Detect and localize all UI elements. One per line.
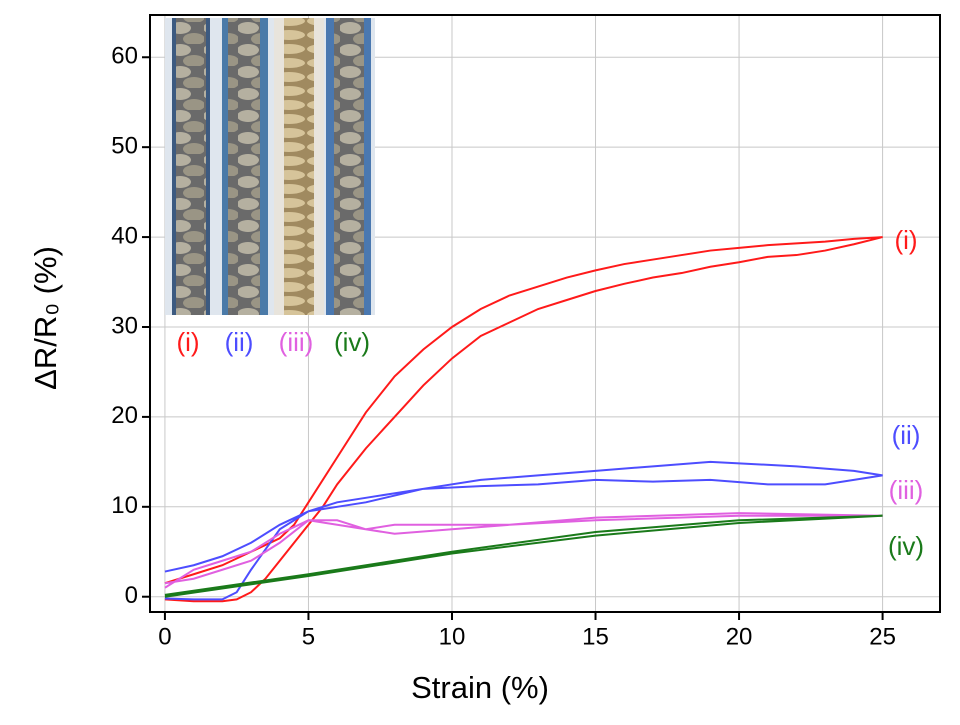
x-tick-label: 5 xyxy=(302,623,315,650)
inset-label: (iv) xyxy=(334,327,370,357)
inset-label: (iii) xyxy=(279,327,314,357)
series-line xyxy=(164,514,883,598)
x-tick-label: 20 xyxy=(726,623,753,650)
y-tick-label: 40 xyxy=(111,222,138,249)
inset-photo xyxy=(165,18,375,315)
series-label: (i) xyxy=(894,225,917,255)
y-tick-label: 30 xyxy=(111,312,138,339)
series-label: (iv) xyxy=(888,531,924,561)
inset-label: (i) xyxy=(176,327,199,357)
y-tick-label: 50 xyxy=(111,133,138,160)
y-tick-label: 10 xyxy=(111,492,138,519)
series-line xyxy=(164,236,883,603)
y-axis-title: ΔR/R₀ (%) xyxy=(28,246,63,390)
x-tick-label: 0 xyxy=(158,623,171,650)
x-axis-title: Strain (%) xyxy=(411,670,549,705)
inset-label: (ii) xyxy=(225,327,254,357)
x-tick-label: 10 xyxy=(439,623,466,650)
y-tick-label: 20 xyxy=(111,402,138,429)
x-tick-label: 15 xyxy=(582,623,609,650)
series-line xyxy=(164,512,883,589)
y-tick-label: 0 xyxy=(125,582,138,609)
series-label: (iii) xyxy=(889,475,924,505)
y-tick-label: 60 xyxy=(111,43,138,70)
plot-frame xyxy=(149,14,941,613)
x-tick-label: 25 xyxy=(869,623,896,650)
series-line xyxy=(164,460,883,601)
series-label: (ii) xyxy=(892,420,921,450)
